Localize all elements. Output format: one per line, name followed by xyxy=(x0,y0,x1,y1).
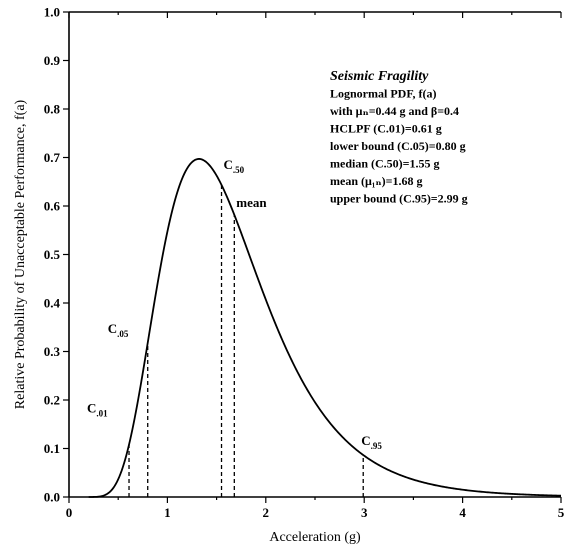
legend: Seismic Fragility Lognormal PDF, f(a) with… xyxy=(330,69,468,206)
legend-line: upper bound (C.95)=2.99 g xyxy=(330,192,468,206)
marker-label: C.05 xyxy=(108,321,129,339)
marker-label: C.50 xyxy=(224,157,245,175)
legend-line: HCLPF (C.01)=0.61 g xyxy=(330,122,442,136)
x-axis-label: Acceleration (g) xyxy=(269,530,361,545)
x-tick-label: 2 xyxy=(263,505,270,520)
y-tick-label: 0.5 xyxy=(44,247,61,262)
legend-line: median (C.50)=1.55 g xyxy=(330,157,440,171)
legend-title: Seismic Fragility xyxy=(330,69,429,84)
marker-label: C.95 xyxy=(361,433,382,451)
markers: C.01 C.05 C.50 mean C.95 xyxy=(87,157,382,497)
x-tick-label: 0 xyxy=(66,505,73,520)
y-tick-label: 0.9 xyxy=(44,53,61,68)
x-tick-label: 3 xyxy=(361,505,368,520)
y-tick-label: 0.6 xyxy=(44,199,61,214)
y-axis-label: Relative Probability of Unacceptable Per… xyxy=(13,99,28,409)
x-tick-label: 4 xyxy=(459,505,466,520)
legend-line: with μₙ=0.44 g and β=0.4 xyxy=(330,104,459,118)
y-tick-label: 0.3 xyxy=(44,344,61,359)
marker-label: C.01 xyxy=(87,401,108,419)
x-tick-label: 1 xyxy=(164,505,171,520)
y-tick-label: 1.0 xyxy=(44,5,60,20)
pdf-curve xyxy=(88,158,562,498)
y-tick-label: 0.7 xyxy=(44,150,61,165)
y-tick-label: 0.1 xyxy=(44,441,60,456)
axes xyxy=(68,11,561,498)
legend-line: lower bound (C.05)=0.80 g xyxy=(330,139,466,153)
legend-line: mean (μ₁ₙ)=1.68 g xyxy=(330,174,422,188)
y-tick-label: 0.4 xyxy=(44,296,61,311)
ticks: 0 1 2 3 4 5 0.0 0.1 0.2 0.3 0.4 0.5 0.6 0.7 0.8 0.9 1.0 xyxy=(44,5,565,521)
y-tick-label: 0.8 xyxy=(44,102,61,117)
x-tick-label: 5 xyxy=(558,505,565,520)
marker-label: mean xyxy=(236,195,267,210)
legend-line: Lognormal PDF, f(a) xyxy=(330,87,437,101)
y-tick-label: 0.0 xyxy=(44,490,60,505)
y-tick-label: 0.2 xyxy=(44,393,60,408)
